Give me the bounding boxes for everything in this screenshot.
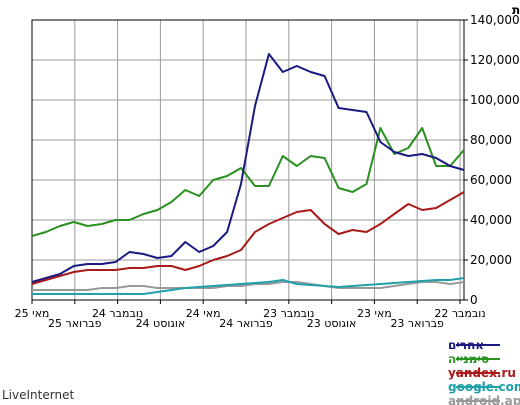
- y-tick-label: 140,000: [470, 13, 520, 27]
- x-tick-label: מאי 24: [186, 307, 221, 320]
- x-tick-label: נובמבר 23: [263, 307, 314, 320]
- liveinternet-watermark: LiveInternet: [2, 388, 74, 402]
- x-tick-label: אוגוסט 24: [136, 317, 186, 330]
- x-tick-label: מאי 23: [357, 307, 392, 320]
- x-tick-label: אוגוסט 23: [307, 317, 357, 330]
- y-tick-label: 80,000: [470, 133, 512, 147]
- plot-area-border: [31, 19, 465, 301]
- legend-label: סימנייה: [448, 352, 489, 366]
- x-tick-label: פברואר 24: [219, 317, 273, 330]
- x-tick-label: מאי 25: [15, 307, 50, 320]
- x-tick-label: פברואר 25: [48, 317, 102, 330]
- legend-label: android.app: [448, 394, 520, 405]
- series-line-google-com: [32, 277, 465, 295]
- legend-label: אחרים: [448, 338, 484, 352]
- x-tick-label: פברואר 23: [390, 317, 444, 330]
- y-tick-label: 20,000: [470, 253, 512, 267]
- x-tick-label: נובמבר 24: [92, 307, 143, 320]
- y-axis-unit-label: כמות: [512, 3, 520, 17]
- y-tick-label: 100,000: [470, 93, 520, 107]
- series-layer: [31, 53, 465, 295]
- grid: [32, 20, 464, 300]
- legend-label: yandex.ru: [448, 366, 516, 380]
- legend-label: google.com: [448, 380, 520, 394]
- legend: אחריםסימנייהyandex.rugoogle.comandroid.a…: [448, 338, 520, 405]
- x-tick-label: נובמבר 22: [434, 307, 485, 320]
- series-line-android-app: [32, 281, 465, 291]
- y-tick-label: 60,000: [470, 173, 512, 187]
- y-tick-label: 0: [470, 293, 478, 307]
- y-tick-label: 120,000: [470, 53, 520, 67]
- y-tick-label: 40,000: [470, 213, 512, 227]
- series-line-yandex-ru: [31, 191, 465, 285]
- y-axis-ticks: 140,000 120,000 100,000 80,000 60,000 40,000 2…: [464, 13, 520, 307]
- series-line--: [31, 53, 465, 283]
